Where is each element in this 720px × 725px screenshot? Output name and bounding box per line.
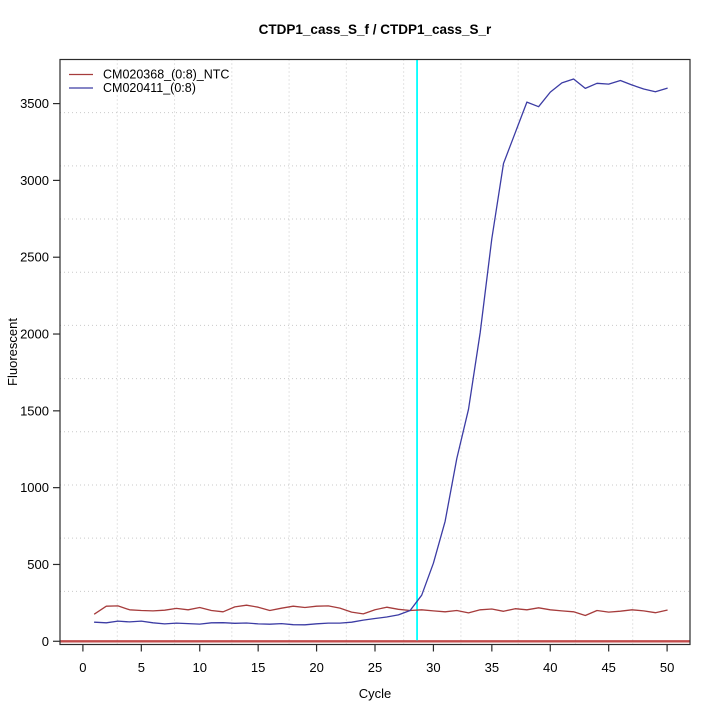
y-tick-label: 1500 [20,403,49,418]
y-tick-label: 2500 [20,250,49,265]
y-tick-label: 3000 [20,173,49,188]
x-tick-label: 50 [660,660,674,675]
series-layer [93,78,668,626]
x-tick-label: 20 [309,660,323,675]
legend-label-sample: CM020411_(0:8) [103,81,196,95]
plot-box [59,58,691,646]
grid-layer [60,59,690,645]
x-tick-label: 25 [368,660,382,675]
y-tick-label: 2000 [20,327,49,342]
tick-layer: 0 5 10 15 20 25 30 35 40 45 5005001000150020002500… [20,96,674,675]
y-axis-label: Fluorescent [5,318,20,386]
x-tick-label: 30 [426,660,440,675]
y-tick-label: 500 [27,557,49,572]
x-tick-label: 35 [485,660,499,675]
frame-layer [59,58,691,646]
y-tick-label: 1000 [20,480,49,495]
x-tick-label: 10 [193,660,207,675]
series-line-ntc [93,604,668,617]
chart-title: CTDP1_cass_S_f / CTDP1_cass_S_r [259,22,492,37]
y-tick-label: 0 [42,634,49,649]
x-axis-label: Cycle [359,686,392,701]
x-tick-label: 0 [79,660,86,675]
x-tick-label: 5 [138,660,145,675]
x-tick-label: 45 [601,660,615,675]
x-tick-label: 15 [251,660,265,675]
y-tick-label: 3500 [20,96,49,111]
series-line-sample [93,78,668,626]
legend-label-ntc: CM020368_(0:8)_NTC [103,68,229,82]
x-tick-label: 40 [543,660,557,675]
marker-layer [60,59,690,643]
